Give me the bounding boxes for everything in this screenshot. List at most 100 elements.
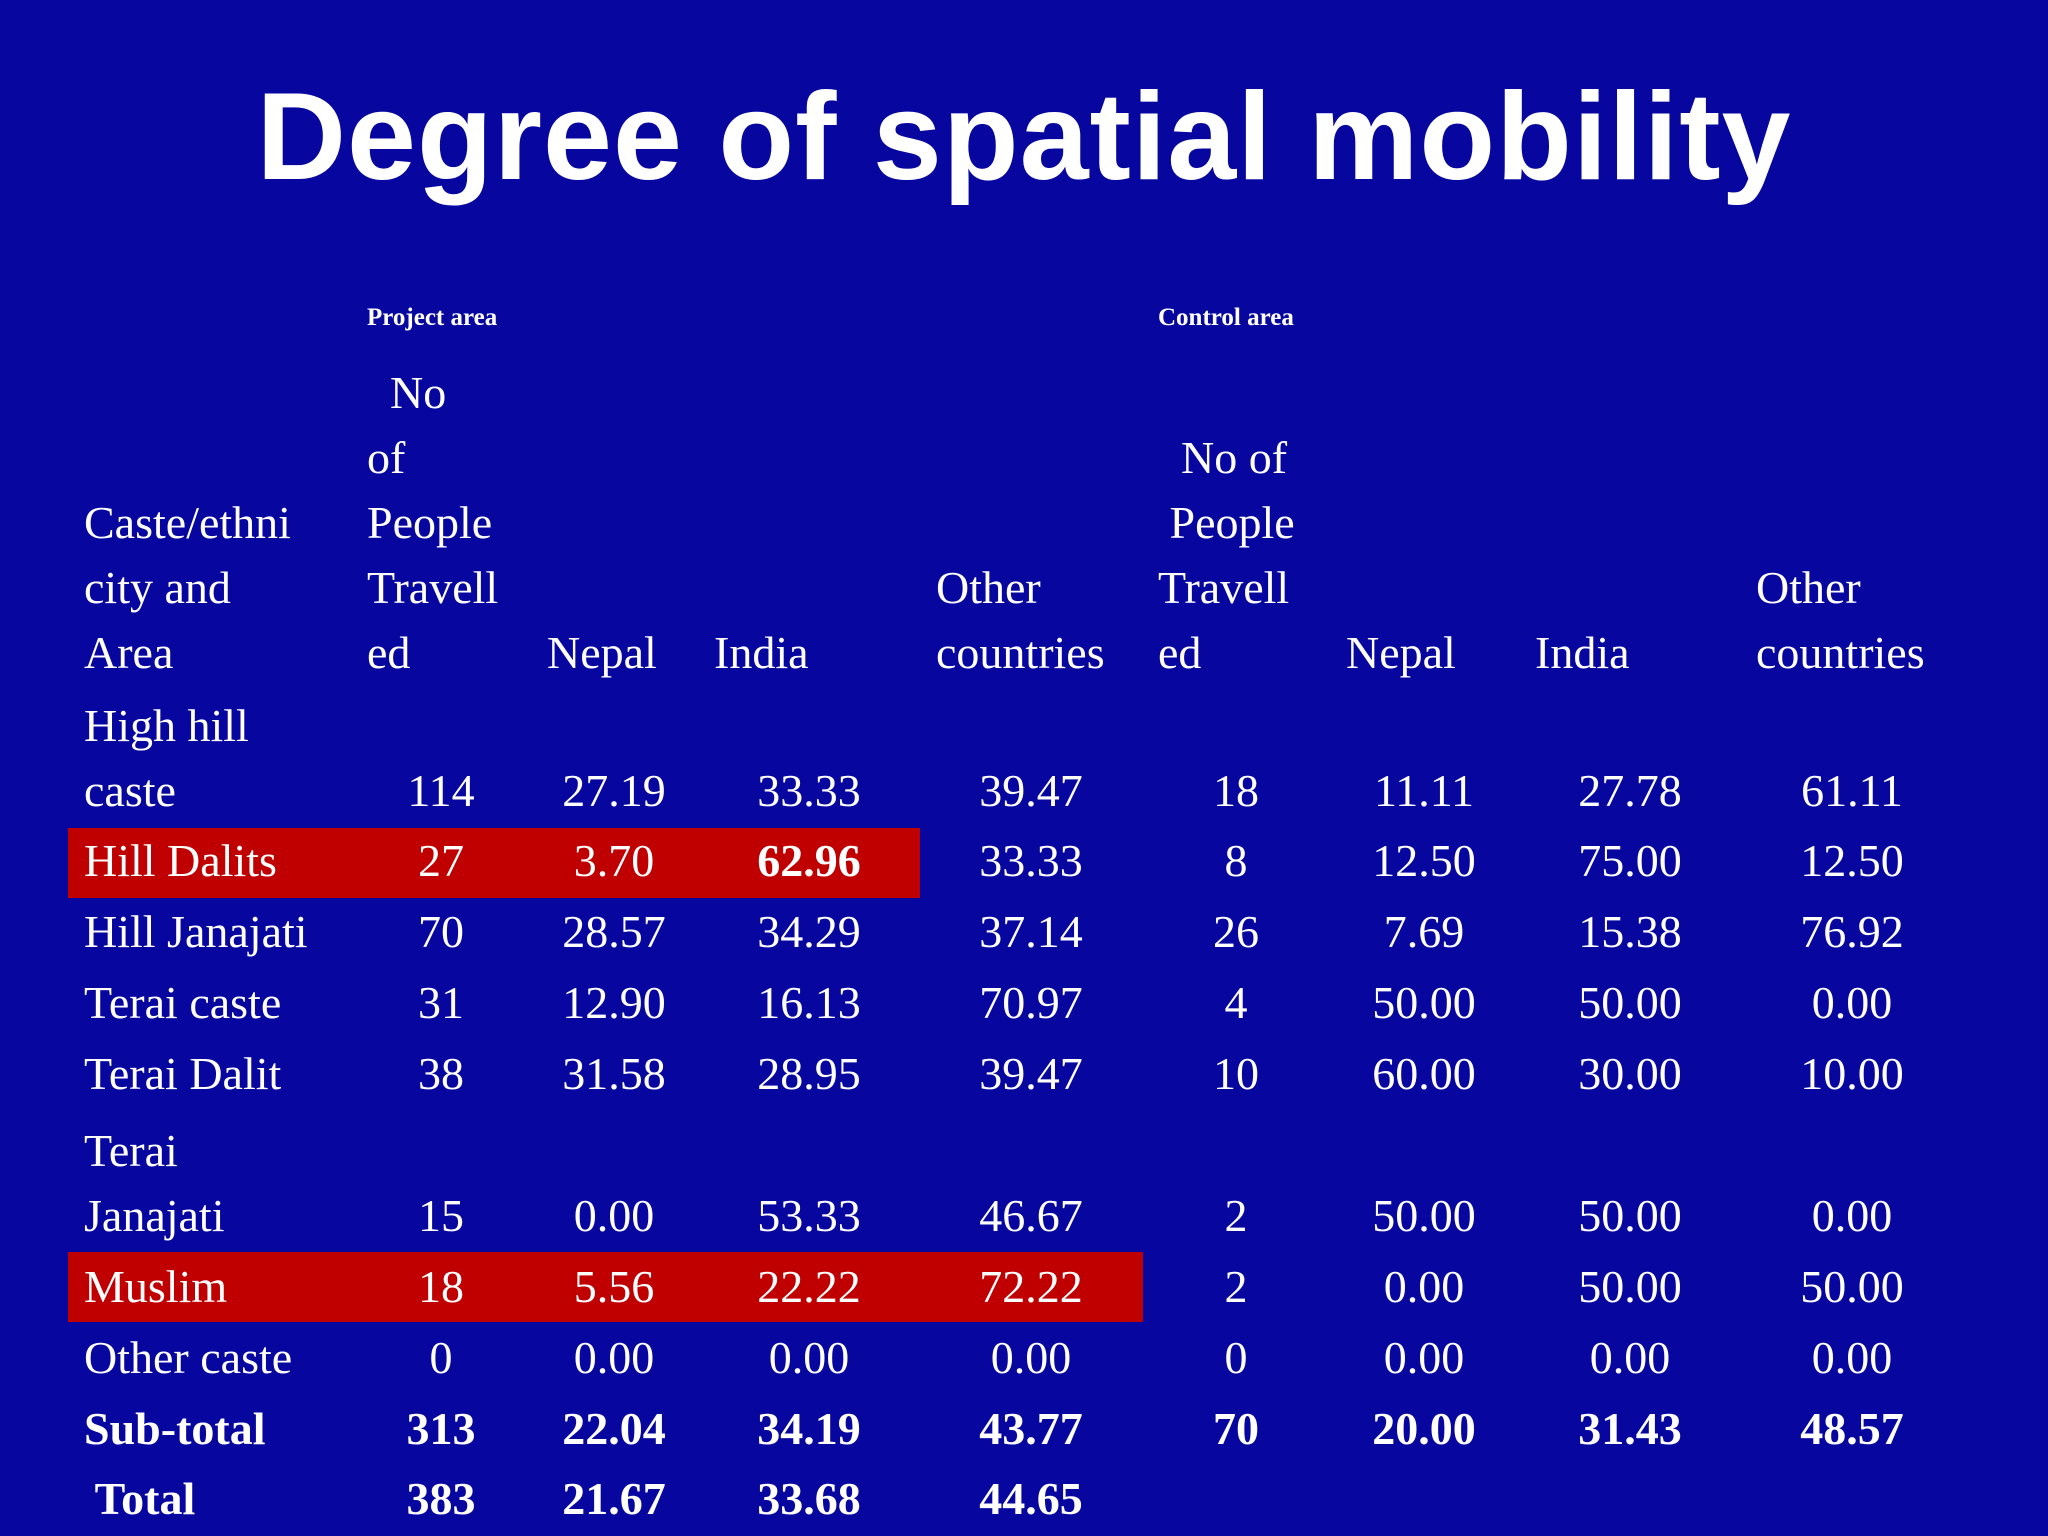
value-cell: 0.00: [1811, 1190, 1893, 1241]
value-cell: 50.00: [1800, 1261, 1904, 1312]
row-label-line: Hill Janajati: [84, 906, 308, 957]
value-cell: 18: [1213, 765, 1259, 816]
value-cell: 10: [1213, 1048, 1259, 1099]
value-cell: 60.00: [1372, 1048, 1476, 1099]
header-line: Nepal: [1346, 627, 1456, 678]
row-label-line: Other caste: [84, 1332, 293, 1383]
value-cell: 4: [1224, 977, 1248, 1028]
value-cell: 0.00: [1383, 1332, 1465, 1383]
header-line: Travell: [1158, 562, 1290, 613]
value-cell: 0: [1224, 1332, 1248, 1383]
table-row: Terai caste 31 12.90 16.13 70.97 4 50.00 50.00 0…: [0, 970, 2048, 1035]
value-cell: 313: [406, 1403, 476, 1454]
header-line: Other: [1756, 562, 1861, 613]
row-label-line: Hill Dalits: [84, 835, 277, 886]
value-cell: 22.22: [757, 1261, 861, 1312]
value-cell: 33.33: [979, 835, 1083, 886]
row-label: Hill Janajati: [84, 899, 364, 964]
value-cell: 31.43: [1578, 1403, 1682, 1454]
value-cell: 50.00: [1578, 1190, 1682, 1241]
header-control-india: India: [1535, 620, 1630, 685]
header-control-people: No of People Travell ed: [1158, 425, 1295, 685]
value-cell: 43.77: [979, 1403, 1083, 1454]
value-cell: 2: [1224, 1261, 1248, 1312]
value-cell: 20.00: [1372, 1403, 1476, 1454]
header-line: Travell: [367, 562, 499, 613]
value-cell: 8: [1224, 835, 1248, 886]
table-row: Muslim 18 5.56 22.22 72.22 2 0.00 50.00 50.00: [0, 1254, 2048, 1319]
header-line: Nepal: [547, 627, 657, 678]
value-cell: 26: [1213, 906, 1259, 957]
header-line: Area: [84, 627, 174, 678]
row-label: Other caste: [84, 1325, 364, 1390]
value-cell: 0.00: [1589, 1332, 1671, 1383]
value-cell: 2: [1224, 1190, 1248, 1241]
value-cell: 72.22: [979, 1261, 1083, 1312]
value-cell: 0.00: [1811, 1332, 1893, 1383]
value-cell: 70: [418, 906, 464, 957]
value-cell: 39.47: [979, 1048, 1083, 1099]
muslim-highlight: [68, 1252, 1143, 1322]
row-label-line: Total: [84, 1473, 196, 1524]
value-cell: 10.00: [1800, 1048, 1904, 1099]
header-line: ed: [1158, 627, 1202, 678]
header-control-nepal: Nepal: [1346, 620, 1456, 685]
row-label: Terai caste: [84, 970, 364, 1035]
row-label-line: caste: [84, 765, 176, 816]
value-cell: 7.69: [1383, 906, 1465, 957]
value-cell: 3.70: [573, 835, 655, 886]
value-cell: 16.13: [757, 977, 861, 1028]
value-cell: 28.95: [757, 1048, 861, 1099]
value-cell: 46.67: [979, 1190, 1083, 1241]
table-row: Total 383 21.67 33.68 44.65: [0, 1466, 2048, 1531]
row-label-line: Muslim: [84, 1261, 228, 1312]
table-row: Terai Dalit 38 31.58 28.95 39.47 10 60.00 30.00…: [0, 1041, 2048, 1106]
row-label-line: Sub-total: [84, 1403, 266, 1454]
value-cell: 15: [418, 1190, 464, 1241]
value-cell: 50.00: [1578, 977, 1682, 1028]
row-label-line: Terai: [84, 1125, 178, 1176]
table-row: Other caste 0 0.00 0.00 0.00 0 0.00 0.00 0.00: [0, 1325, 2048, 1390]
value-cell: 50.00: [1372, 977, 1476, 1028]
header-line: of: [367, 432, 406, 483]
value-cell: 38: [418, 1048, 464, 1099]
slide-title: Degree of spatial mobility: [256, 68, 1792, 206]
value-cell: 31: [418, 977, 464, 1028]
row-label: Muslim: [84, 1254, 364, 1319]
value-cell: 33.33: [757, 765, 861, 816]
value-cell: 39.47: [979, 765, 1083, 816]
value-cell: 0.00: [573, 1190, 655, 1241]
row-label: Sub-total: [84, 1396, 364, 1461]
value-cell: 0.00: [1383, 1261, 1465, 1312]
row-label-line: High hill: [84, 700, 249, 751]
header-line: countries: [1756, 627, 1925, 678]
control-area-label: Control area: [1158, 304, 1294, 331]
header-line: India: [714, 627, 809, 678]
value-cell: 0.00: [990, 1332, 1072, 1383]
value-cell: 12.50: [1800, 835, 1904, 886]
value-cell: 27.19: [562, 765, 666, 816]
header-project-nepal: Nepal: [547, 620, 657, 685]
row-label-line: Janajati: [84, 1190, 225, 1241]
row-label: High hill caste: [84, 693, 364, 823]
header-project-other: Other countries: [936, 555, 1105, 685]
value-cell: 27.78: [1578, 765, 1682, 816]
hill-dalits-highlight: [68, 828, 920, 898]
row-label: Terai Janajati: [84, 1118, 364, 1248]
value-cell: 0.00: [573, 1332, 655, 1383]
value-cell: 50.00: [1578, 1261, 1682, 1312]
value-cell: 75.00: [1578, 835, 1682, 886]
value-cell: 44.65: [979, 1473, 1083, 1524]
header-line: People: [1158, 497, 1295, 548]
header-line: Other: [936, 562, 1041, 613]
value-cell: 76.92: [1800, 906, 1904, 957]
value-cell: 5.56: [573, 1261, 655, 1312]
table-row: High hill caste 114 27.19 33.33 39.47 18 11.11 2…: [0, 693, 2048, 823]
header-project-people: No of People Travell ed: [367, 360, 498, 685]
value-cell: 15.38: [1578, 906, 1682, 957]
value-cell: 12.90: [562, 977, 666, 1028]
row-label: Terai Dalit: [84, 1041, 364, 1106]
value-cell: 70: [1213, 1403, 1259, 1454]
value-cell: 50.00: [1372, 1190, 1476, 1241]
value-cell: 31.58: [562, 1048, 666, 1099]
